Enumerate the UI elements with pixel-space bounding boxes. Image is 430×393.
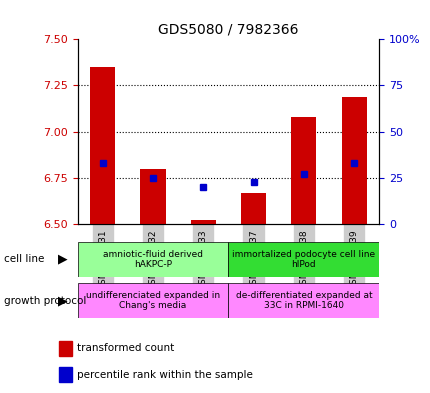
Bar [341, 97, 366, 224]
Title: GDS5080 / 7982366: GDS5080 / 7982366 [158, 23, 298, 37]
FancyBboxPatch shape [228, 283, 378, 318]
Bar [59, 367, 72, 382]
FancyBboxPatch shape [77, 283, 228, 318]
Bar [90, 67, 115, 224]
FancyBboxPatch shape [77, 242, 228, 277]
Text: amniotic-fluid derived
hAKPC-P: amniotic-fluid derived hAKPC-P [103, 250, 203, 269]
Bar [59, 341, 72, 356]
Bar [240, 193, 266, 224]
Text: percentile rank within the sample: percentile rank within the sample [77, 370, 253, 380]
Text: transformed count: transformed count [77, 343, 174, 353]
Text: cell line: cell line [4, 254, 45, 264]
Text: de-differentiated expanded at
33C in RPMI-1640: de-differentiated expanded at 33C in RPM… [235, 291, 371, 310]
Text: ▶: ▶ [58, 294, 67, 307]
Text: growth protocol: growth protocol [4, 296, 86, 306]
FancyBboxPatch shape [228, 242, 378, 277]
Text: immortalized podocyte cell line
hIPod: immortalized podocyte cell line hIPod [232, 250, 375, 269]
Text: undifferenciated expanded in
Chang's media: undifferenciated expanded in Chang's med… [86, 291, 220, 310]
Bar [190, 220, 215, 224]
Bar [291, 117, 316, 224]
Text: ▶: ▶ [58, 253, 67, 266]
Bar [140, 169, 165, 224]
